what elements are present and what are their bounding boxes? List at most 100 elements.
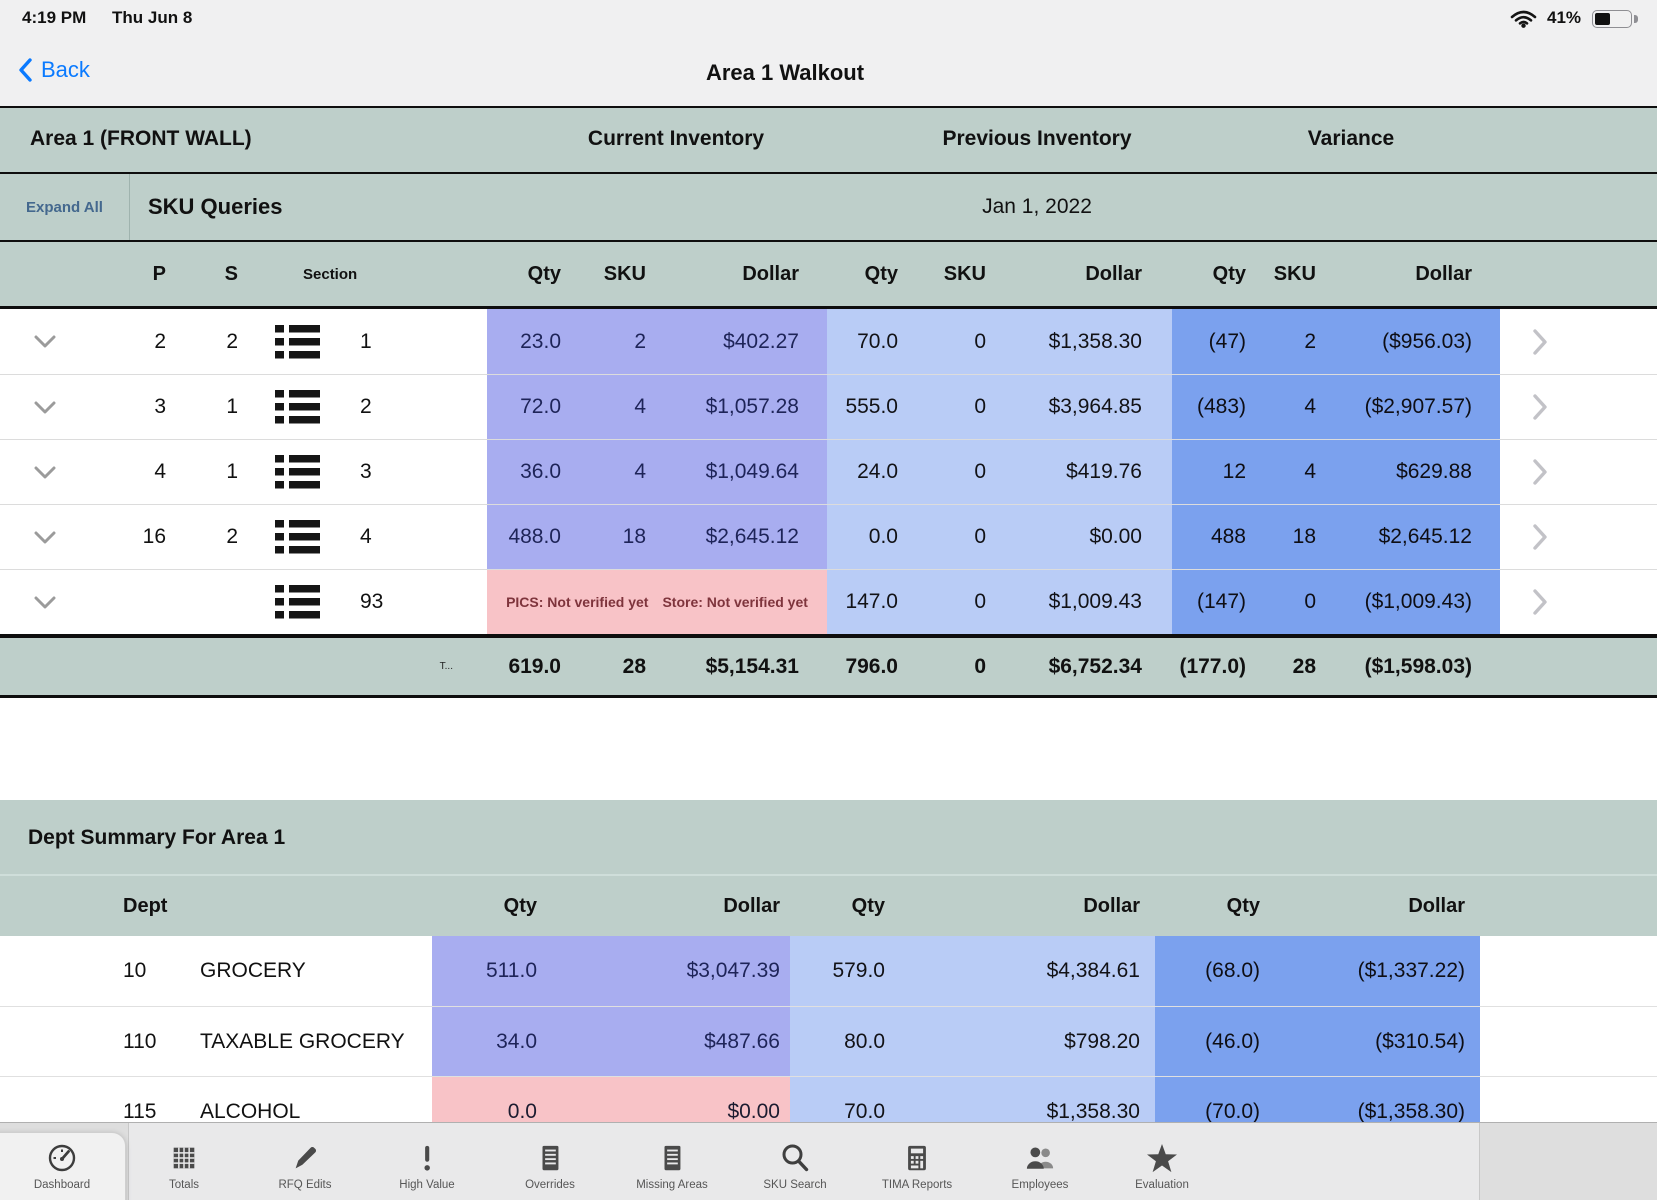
dept-row[interactable]: 115 ALCOHOL 0.0 $0.00 70.0 $1,358.30 (70…: [0, 1076, 1657, 1146]
col-header-dollar: Dollar: [742, 262, 799, 285]
s-cell: 2: [226, 329, 238, 353]
dept-summary-rows: 10 GROCERY 511.0 $3,047.39 579.0 $4,384.…: [0, 936, 1657, 1146]
dept-row[interactable]: 110 TAXABLE GROCERY 34.0 $487.66 80.0 $7…: [0, 1006, 1657, 1076]
expand-all-button[interactable]: Expand All: [0, 174, 130, 240]
tab-tima-reports[interactable]: TIMA Reports: [862, 1139, 972, 1191]
document-lines-icon: [617, 1139, 727, 1177]
section-cell: 3: [360, 460, 372, 483]
variance-dollar-cell: $629.88: [1330, 440, 1500, 504]
row-detail-chevron-icon[interactable]: [1500, 505, 1657, 569]
col-header-s: S: [224, 262, 238, 285]
row-detail-chevron-icon[interactable]: [1500, 309, 1657, 374]
sku-table-rows: 2 2 1 23.0 2 $402.27 70.0 0 $1,358.30 (4…: [0, 309, 1657, 634]
section-list-icon[interactable]: [258, 309, 338, 374]
current-qty-cell: 72.0: [487, 375, 585, 439]
previous-inventory-header: Previous Inventory: [942, 127, 1132, 150]
variance-dollar-cell: ($1,009.43): [1330, 570, 1500, 634]
variance-qty-cell: (46.0): [1155, 1007, 1290, 1076]
back-chevron-icon: [18, 58, 33, 82]
current-qty-cell: 34.0: [432, 1007, 560, 1076]
variance-qty-cell: 12: [1172, 440, 1256, 504]
expand-chevron-icon[interactable]: [0, 570, 90, 634]
dept-row[interactable]: 10 GROCERY 511.0 $3,047.39 579.0 $4,384.…: [0, 936, 1657, 1006]
s-cell: 2: [226, 525, 238, 548]
expand-chevron-icon[interactable]: [0, 375, 90, 439]
document-lines-icon: [495, 1139, 605, 1177]
totals-label: T...: [439, 661, 453, 672]
section-list-icon[interactable]: [258, 505, 338, 569]
expand-chevron-icon[interactable]: [0, 440, 90, 504]
tab-missing-areas[interactable]: Missing Areas: [617, 1139, 727, 1191]
tab-high-value[interactable]: High Value: [372, 1139, 482, 1191]
dept-name-cell: GROCERY: [200, 959, 306, 982]
previous-dollar-cell: $1,009.43: [1002, 570, 1172, 634]
table-row[interactable]: 4 1 3 36.0 4 $1,049.64 24.0 0 $419.76 12…: [0, 439, 1657, 504]
dept-number-cell: 10: [123, 959, 147, 982]
tab-overrides[interactable]: Overrides: [495, 1139, 605, 1191]
battery-icon: [1592, 10, 1632, 28]
variance-qty-cell: 488: [1172, 505, 1256, 569]
s-cell: [180, 570, 258, 634]
sku-table-totals-row: T... 619.0 28 $5,154.31 796.0 0 $6,752.3…: [0, 634, 1657, 698]
tab-dashboard[interactable]: Dashboard: [7, 1139, 117, 1191]
tab-dashboard-selected-indicator: [0, 1132, 126, 1200]
dept-name-cell: ALCOHOL: [200, 1099, 301, 1123]
variance-sku-cell: 4: [1256, 440, 1330, 504]
current-dollar-cell: $1,057.28: [660, 375, 827, 439]
table-row[interactable]: 16 2 4 488.0 18 $2,645.12 0.0 0 $0.00 48…: [0, 504, 1657, 569]
tab-totals[interactable]: Totals: [129, 1139, 239, 1191]
inventory-group-header: Area 1 (FRONT WALL) Current Inventory Pr…: [0, 108, 1657, 174]
section-list-icon[interactable]: [258, 440, 338, 504]
variance-qty-cell: (147): [1172, 570, 1256, 634]
tab-bar-panel: [128, 1123, 1480, 1200]
tab-sku-search[interactable]: SKU Search: [740, 1139, 850, 1191]
expand-chevron-icon[interactable]: [0, 309, 90, 374]
clock: 4:19 PM: [22, 8, 87, 27]
previous-dollar-cell: $3,964.85: [1002, 375, 1172, 439]
search-icon: [740, 1139, 850, 1177]
back-button[interactable]: Back: [18, 57, 90, 83]
dept-number-cell: 115: [123, 1099, 157, 1123]
previous-qty-cell: 70.0: [827, 309, 908, 374]
current-dollar-cell: $1,049.64: [660, 440, 827, 504]
sku-queries-band: Expand All SKU Queries Jan 1, 2022: [0, 174, 1657, 242]
p-cell: 16: [142, 525, 166, 548]
s-cell: 1: [226, 395, 238, 418]
dept-name-cell: TAXABLE GROCERY: [200, 1029, 405, 1053]
tab-rfq-edits[interactable]: RFQ Edits: [250, 1139, 360, 1191]
page-title: Area 1 Walkout: [705, 60, 865, 85]
section-list-icon[interactable]: [258, 570, 338, 634]
col-header-dollar: Dollar: [1083, 894, 1140, 917]
row-detail-chevron-icon[interactable]: [1500, 375, 1657, 439]
previous-dollar-cell: $4,384.61: [910, 936, 1155, 1006]
totals-current-dollar: $5,154.31: [705, 654, 799, 678]
wifi-icon: [1510, 8, 1537, 28]
previous-qty-cell: 147.0: [827, 570, 908, 634]
current-qty-cell: 488.0: [487, 505, 585, 569]
current-qty-cell: 511.0: [432, 936, 560, 1006]
p-cell: 3: [154, 395, 166, 418]
expand-chevron-icon[interactable]: [0, 505, 90, 569]
col-header-qty: Qty: [503, 894, 537, 917]
table-row[interactable]: 2 2 1 23.0 2 $402.27 70.0 0 $1,358.30 (4…: [0, 309, 1657, 374]
date: Thu Jun 8: [112, 8, 193, 27]
section-cell: 1: [360, 329, 372, 353]
back-label: Back: [41, 57, 90, 82]
row-detail-chevron-icon[interactable]: [1500, 440, 1657, 504]
current-sku-cell: 2: [585, 309, 660, 374]
current-dollar-cell: $402.27: [660, 309, 827, 374]
p-cell: 2: [154, 329, 166, 353]
dept-summary-column-headers: Dept Qty Dollar Qty Dollar Qty Dollar: [0, 876, 1657, 936]
previous-qty-cell: 555.0: [827, 375, 908, 439]
pencil-icon: [250, 1139, 360, 1177]
col-header-dollar: Dollar: [723, 894, 780, 917]
dept-summary-header-band: Dept Summary For Area 1: [0, 800, 1657, 876]
tab-employees[interactable]: Employees: [985, 1139, 1095, 1191]
table-row[interactable]: 93 PICS: Not verified yet Store: Not ver…: [0, 569, 1657, 634]
variance-dollar-cell: ($2,907.57): [1330, 375, 1500, 439]
section-list-icon[interactable]: [258, 375, 338, 439]
tab-evaluation[interactable]: Evaluation: [1107, 1139, 1217, 1191]
previous-sku-cell: 0: [908, 375, 1002, 439]
table-row[interactable]: 3 1 2 72.0 4 $1,057.28 555.0 0 $3,964.85…: [0, 374, 1657, 439]
row-detail-chevron-icon[interactable]: [1500, 570, 1657, 634]
